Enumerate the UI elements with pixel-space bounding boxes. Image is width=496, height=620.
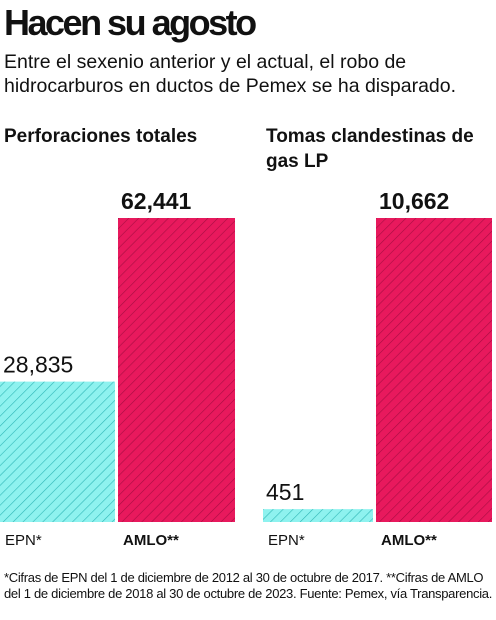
subtitle: Entre el sexenio anterior y el actual, e… — [4, 51, 457, 97]
category-label: AMLO** — [381, 532, 437, 549]
footnote: *Cifras de EPN del 1 de diciembre de 201… — [4, 570, 493, 601]
chart-title: Tomas clandestinas de gas LP — [266, 126, 474, 172]
bar — [118, 218, 235, 522]
category-label: AMLO** — [123, 532, 179, 549]
chart-title: Perforaciones totales — [4, 126, 198, 147]
category-label: EPN* — [268, 532, 305, 549]
bar — [0, 381, 115, 522]
category-label: EPN* — [5, 532, 42, 549]
value-label: 62,441 — [121, 188, 192, 214]
value-label: 28,835 — [3, 352, 73, 378]
value-label: 10,662 — [379, 188, 449, 214]
bar — [376, 218, 492, 522]
title: Hacen su agosto — [4, 2, 257, 43]
value-label: 451 — [266, 479, 304, 505]
bar — [263, 509, 373, 522]
